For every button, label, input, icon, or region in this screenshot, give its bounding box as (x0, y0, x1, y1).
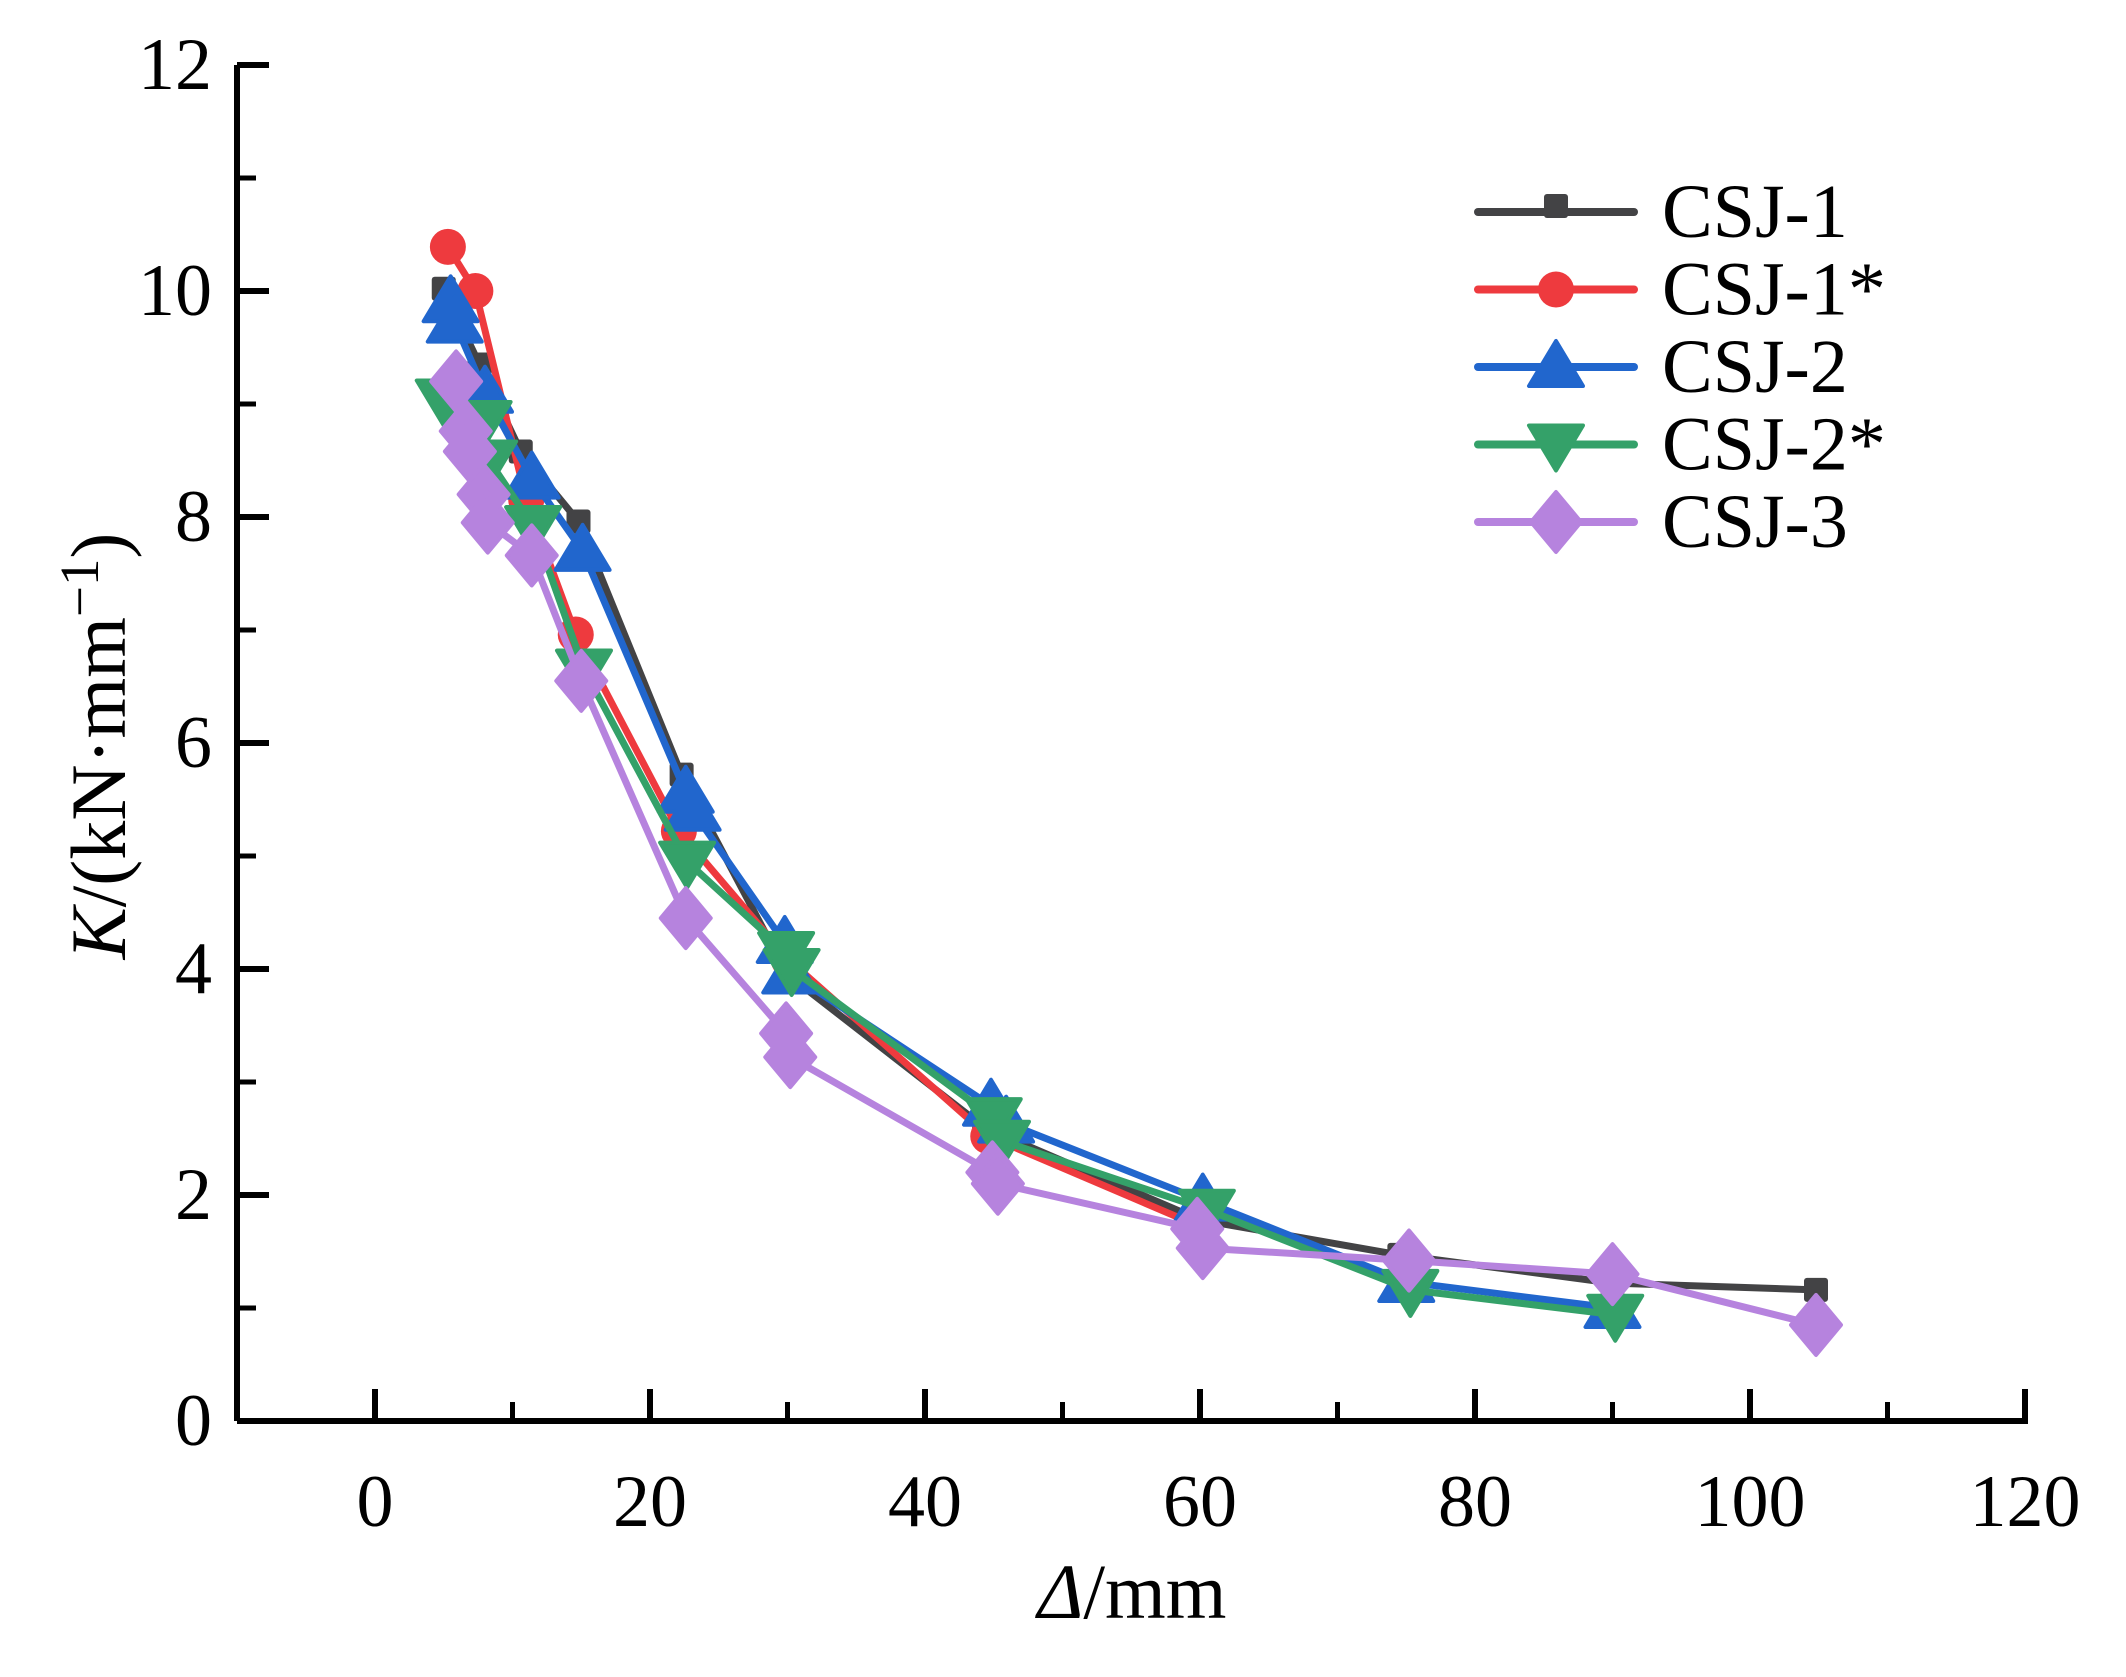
data-point-marker (1382, 1228, 1436, 1293)
data-point-marker (763, 1025, 818, 1090)
legend-marker (1544, 194, 1568, 218)
legend-item-csj-2: CSJ-2 (1474, 325, 1848, 409)
data-point-marker (762, 948, 821, 997)
data-point-marker (658, 840, 717, 890)
series-group (414, 228, 1843, 1357)
y-axis-symbol: K (55, 907, 142, 960)
data-point-marker (1789, 1292, 1843, 1357)
data-point-marker (1175, 1216, 1230, 1281)
data-point-marker (554, 648, 609, 713)
series-line (444, 243, 1204, 1231)
data-point-marker (970, 1151, 1025, 1216)
data-point-marker (429, 228, 466, 265)
data-point-marker (1804, 1277, 1828, 1302)
legend-label: CSJ-2* (1662, 403, 1886, 487)
y-axis-exponent: −1 (49, 558, 110, 618)
y-tick-label: 0 (175, 1380, 212, 1462)
series-csj-3 (429, 349, 1843, 1357)
y-tick-label: 2 (175, 1154, 212, 1236)
y-axis-label: K/(kN·mm−1) (48, 533, 144, 960)
y-tick-label: 6 (175, 702, 212, 784)
legend-item-csj-1-star: CSJ-1* (1474, 248, 1886, 332)
data-point-marker (553, 522, 612, 572)
series-csj-1 (431, 276, 1828, 1302)
legend-marker (1527, 339, 1585, 388)
legend-label: CSJ-2 (1662, 325, 1848, 409)
legend-marker (1538, 271, 1574, 308)
y-axis-unit: /(kN·mm (55, 617, 142, 908)
data-point-marker (658, 886, 713, 951)
y-axis-unit-close: ) (55, 532, 142, 559)
data-point-marker (460, 490, 515, 555)
series-line (440, 396, 1619, 1319)
x-tick-label: 80 (1438, 1461, 1512, 1543)
x-tick-label: 20 (613, 1461, 687, 1543)
x-axis-unit: /mm (1083, 1548, 1227, 1635)
x-tick-label: 40 (888, 1461, 962, 1543)
legend-marker (1529, 490, 1583, 554)
legend-label: CSJ-3 (1662, 480, 1848, 564)
legend-item-csj-1: CSJ-1 (1474, 170, 1848, 254)
x-axis-label: Δ/mm (1038, 1547, 1227, 1637)
y-tick-label: 10 (138, 250, 212, 332)
y-tick-label: 8 (175, 476, 212, 558)
y-tick-label: 12 (138, 24, 212, 106)
y-tick-label: 4 (175, 928, 212, 1010)
legend-label: CSJ-1* (1662, 248, 1886, 332)
x-tick-label: 60 (1163, 1461, 1237, 1543)
legend-item-csj-3: CSJ-3 (1474, 480, 1848, 564)
legend-label: CSJ-1 (1662, 170, 1848, 254)
data-point-marker (504, 523, 559, 588)
legend-marker (1527, 423, 1585, 473)
series-csj-2 (421, 274, 1642, 1329)
series-csj-2-star (414, 378, 1645, 1343)
x-tick-label: 100 (1695, 1461, 1806, 1543)
axes-group: 0 20 40 60 80 100 120 0 2 4 6 8 10 12 (138, 24, 2081, 1543)
x-axis-symbol: Δ (1037, 1548, 1084, 1635)
data-point-marker (663, 782, 722, 832)
data-point-marker (502, 450, 561, 500)
series-csj-1-star (429, 228, 1218, 1245)
data-point-marker (1585, 1242, 1640, 1307)
x-tick-label: 120 (1970, 1461, 2081, 1543)
data-point-marker (425, 294, 484, 344)
legend-item-csj-2-star: CSJ-2* (1474, 403, 1886, 487)
x-tick-label: 0 (357, 1461, 394, 1543)
